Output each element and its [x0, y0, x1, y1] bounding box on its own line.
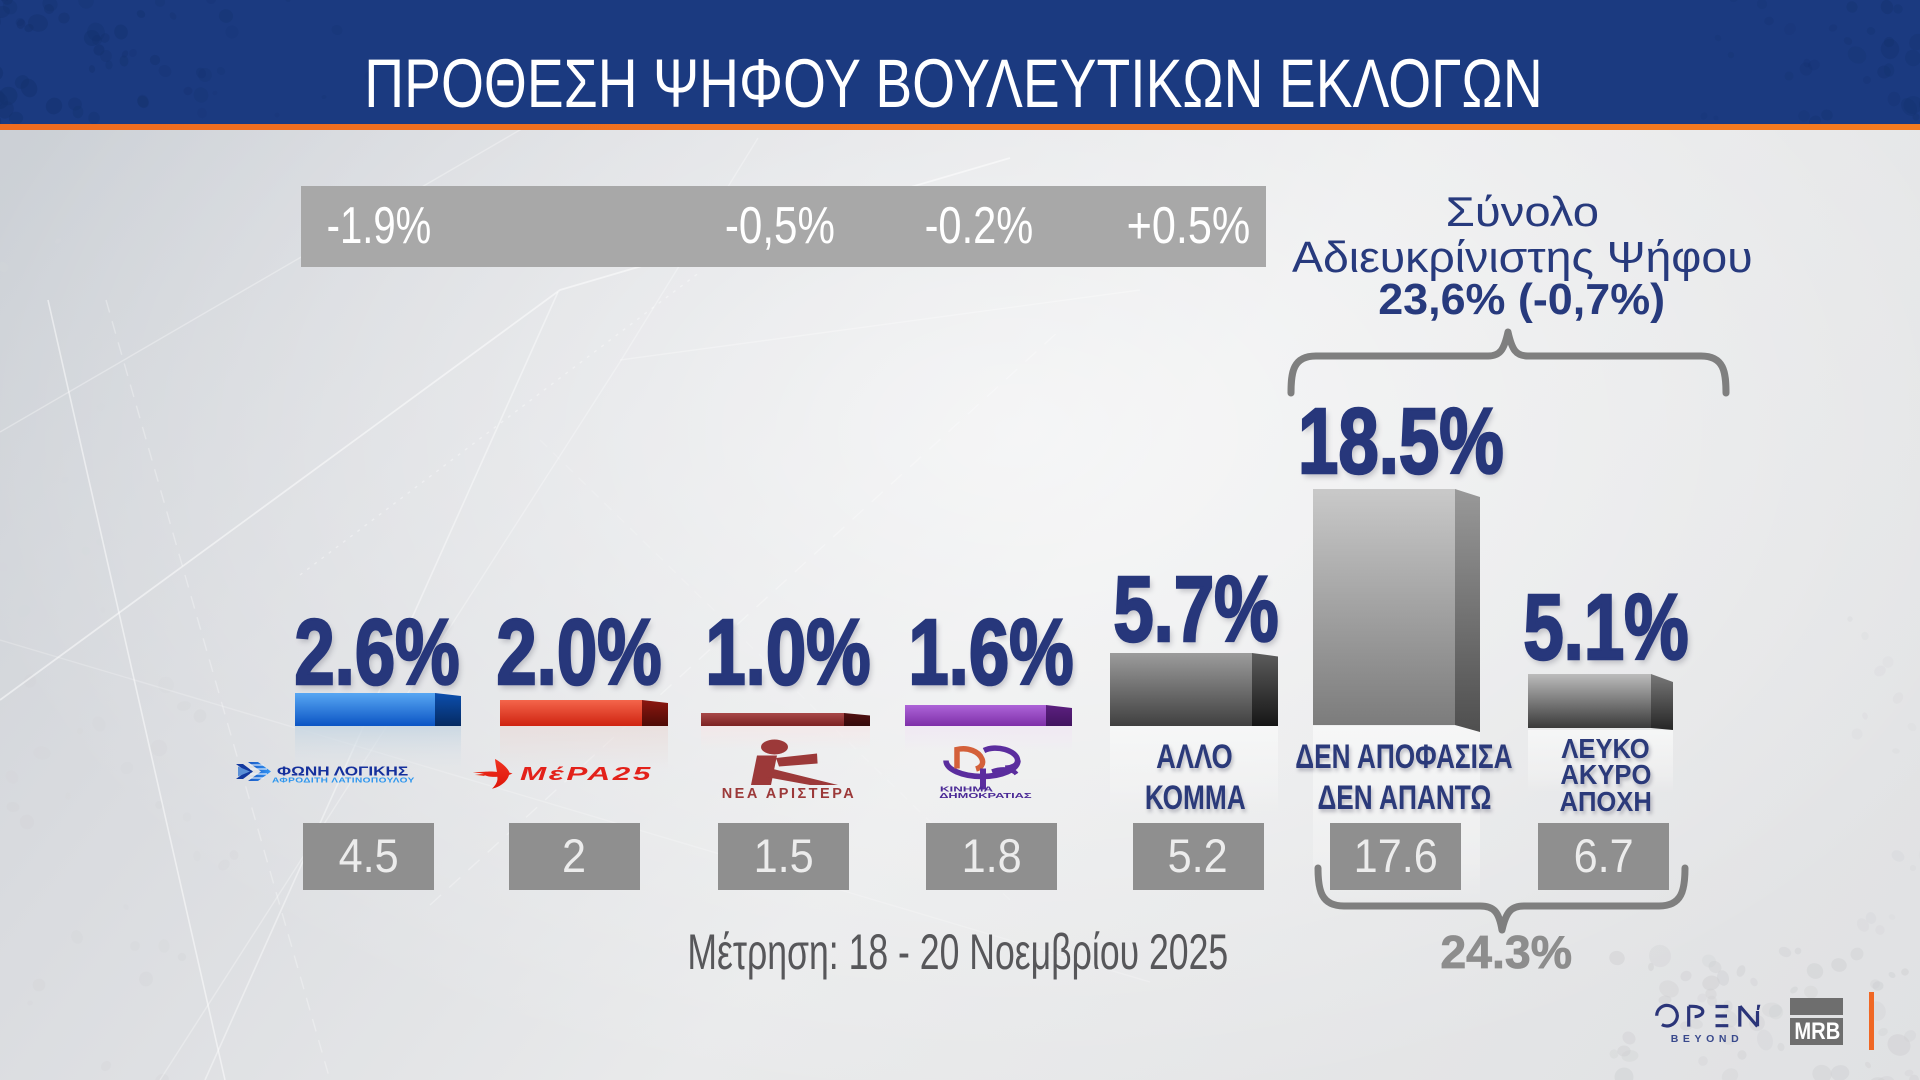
- svg-text:ΦΩΝΗ ΛΟΓΙΚΗΣ: ΦΩΝΗ ΛΟΓΙΚΗΣ: [277, 764, 408, 779]
- svg-text:ΝΕΑ ΑΡΙΣΤΕΡΑ: ΝΕΑ ΑΡΙΣΤΕΡΑ: [722, 786, 857, 802]
- svg-text:ΔΗΜΟΚΡΑΤΙΑΣ: ΔΗΜΟΚΡΑΤΙΑΣ: [939, 792, 1031, 800]
- svg-text:ΜέΡΑ25: ΜέΡΑ25: [520, 764, 653, 784]
- svg-text:BEYOND: BEYOND: [1671, 1033, 1744, 1045]
- svg-text:ΚΙΝΗΜΑ: ΚΙΝΗΜΑ: [940, 785, 994, 793]
- svg-text:ΑΦΡΟΔΙΤΗ ΛΑΤΙΝΟΠΟΥΛΟΥ: ΑΦΡΟΔΙΤΗ ΛΑΤΙΝΟΠΟΥΛΟΥ: [272, 776, 415, 784]
